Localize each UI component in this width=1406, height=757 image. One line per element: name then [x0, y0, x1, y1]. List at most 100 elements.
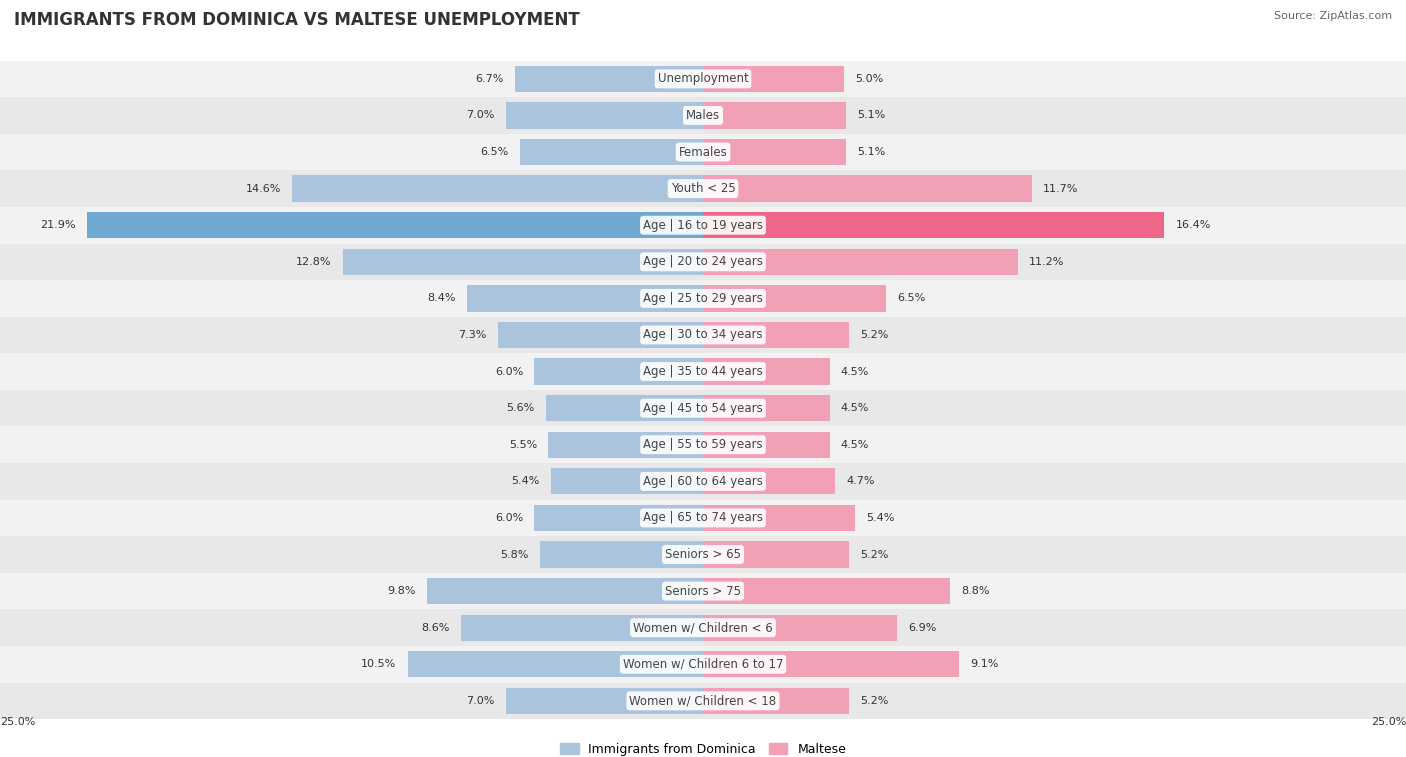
Bar	[534, 358, 703, 385]
Bar	[0, 134, 1406, 170]
Bar	[467, 285, 703, 312]
Bar	[0, 500, 1406, 536]
Bar	[515, 66, 703, 92]
Bar	[520, 139, 703, 165]
Bar	[548, 431, 703, 458]
Text: 6.0%: 6.0%	[495, 513, 523, 523]
Text: 5.4%: 5.4%	[512, 476, 540, 486]
Text: 6.5%: 6.5%	[897, 294, 925, 304]
Bar	[498, 322, 703, 348]
Text: 14.6%: 14.6%	[246, 184, 281, 194]
Text: 7.0%: 7.0%	[467, 111, 495, 120]
Bar	[703, 176, 1032, 202]
Text: Age | 60 to 64 years: Age | 60 to 64 years	[643, 475, 763, 488]
Text: Age | 35 to 44 years: Age | 35 to 44 years	[643, 365, 763, 378]
Text: 5.5%: 5.5%	[509, 440, 537, 450]
Text: 6.5%: 6.5%	[481, 147, 509, 157]
Bar	[546, 395, 703, 422]
Text: 5.2%: 5.2%	[860, 696, 889, 706]
Text: Females: Females	[679, 145, 727, 158]
Bar	[0, 316, 1406, 354]
Text: Unemployment: Unemployment	[658, 73, 748, 86]
Text: Youth < 25: Youth < 25	[671, 182, 735, 195]
Bar	[703, 66, 844, 92]
Bar	[0, 354, 1406, 390]
Text: IMMIGRANTS FROM DOMINICA VS MALTESE UNEMPLOYMENT: IMMIGRANTS FROM DOMINICA VS MALTESE UNEM…	[14, 11, 579, 30]
Bar	[461, 615, 703, 641]
Bar	[0, 390, 1406, 426]
Bar	[0, 280, 1406, 316]
Text: Women w/ Children < 18: Women w/ Children < 18	[630, 694, 776, 707]
Bar	[0, 170, 1406, 207]
Bar	[703, 505, 855, 531]
Text: Seniors > 75: Seniors > 75	[665, 584, 741, 597]
Text: 6.9%: 6.9%	[908, 623, 936, 633]
Bar	[703, 139, 846, 165]
Bar	[506, 687, 703, 714]
Text: Age | 16 to 19 years: Age | 16 to 19 years	[643, 219, 763, 232]
Text: Women w/ Children 6 to 17: Women w/ Children 6 to 17	[623, 658, 783, 671]
Bar	[703, 248, 1018, 275]
Text: Age | 45 to 54 years: Age | 45 to 54 years	[643, 402, 763, 415]
Bar	[0, 207, 1406, 244]
Text: 5.8%: 5.8%	[501, 550, 529, 559]
Text: 16.4%: 16.4%	[1175, 220, 1211, 230]
Text: 4.5%: 4.5%	[841, 440, 869, 450]
Text: 5.4%: 5.4%	[866, 513, 894, 523]
Bar	[0, 61, 1406, 97]
Text: 5.1%: 5.1%	[858, 111, 886, 120]
Bar	[703, 541, 849, 568]
Bar	[0, 646, 1406, 683]
Bar	[703, 212, 1164, 238]
Bar	[703, 285, 886, 312]
Bar	[0, 609, 1406, 646]
Text: 7.3%: 7.3%	[458, 330, 486, 340]
Text: Males: Males	[686, 109, 720, 122]
Bar	[703, 322, 849, 348]
Text: 4.7%: 4.7%	[846, 476, 875, 486]
Bar	[0, 463, 1406, 500]
Bar	[703, 468, 835, 494]
Bar	[703, 578, 950, 604]
Text: 9.1%: 9.1%	[970, 659, 998, 669]
Bar	[703, 687, 849, 714]
Text: 6.7%: 6.7%	[475, 74, 503, 84]
Bar	[0, 426, 1406, 463]
Bar	[87, 212, 703, 238]
Bar	[703, 431, 830, 458]
Text: 4.5%: 4.5%	[841, 403, 869, 413]
Bar	[0, 536, 1406, 573]
Bar	[408, 651, 703, 678]
Text: Source: ZipAtlas.com: Source: ZipAtlas.com	[1274, 11, 1392, 21]
Text: 7.0%: 7.0%	[467, 696, 495, 706]
Bar	[506, 102, 703, 129]
Text: 6.0%: 6.0%	[495, 366, 523, 376]
Text: 25.0%: 25.0%	[1371, 718, 1406, 727]
Bar	[703, 102, 846, 129]
Text: 11.2%: 11.2%	[1029, 257, 1064, 266]
Bar	[703, 358, 830, 385]
Text: 10.5%: 10.5%	[361, 659, 396, 669]
Bar	[703, 651, 959, 678]
Bar	[551, 468, 703, 494]
Text: 8.6%: 8.6%	[422, 623, 450, 633]
Text: Seniors > 65: Seniors > 65	[665, 548, 741, 561]
Text: 9.8%: 9.8%	[388, 586, 416, 596]
Text: Age | 30 to 34 years: Age | 30 to 34 years	[643, 329, 763, 341]
Text: 4.5%: 4.5%	[841, 366, 869, 376]
Bar	[292, 176, 703, 202]
Text: 11.7%: 11.7%	[1043, 184, 1078, 194]
Bar	[0, 97, 1406, 134]
Bar	[0, 244, 1406, 280]
Bar	[0, 573, 1406, 609]
Text: 8.8%: 8.8%	[962, 586, 990, 596]
Text: 5.0%: 5.0%	[855, 74, 883, 84]
Bar	[343, 248, 703, 275]
Text: 5.2%: 5.2%	[860, 550, 889, 559]
Bar	[703, 615, 897, 641]
Text: Women w/ Children < 6: Women w/ Children < 6	[633, 621, 773, 634]
Legend: Immigrants from Dominica, Maltese: Immigrants from Dominica, Maltese	[560, 743, 846, 755]
Text: Age | 25 to 29 years: Age | 25 to 29 years	[643, 292, 763, 305]
Text: Age | 20 to 24 years: Age | 20 to 24 years	[643, 255, 763, 268]
Text: 12.8%: 12.8%	[297, 257, 332, 266]
